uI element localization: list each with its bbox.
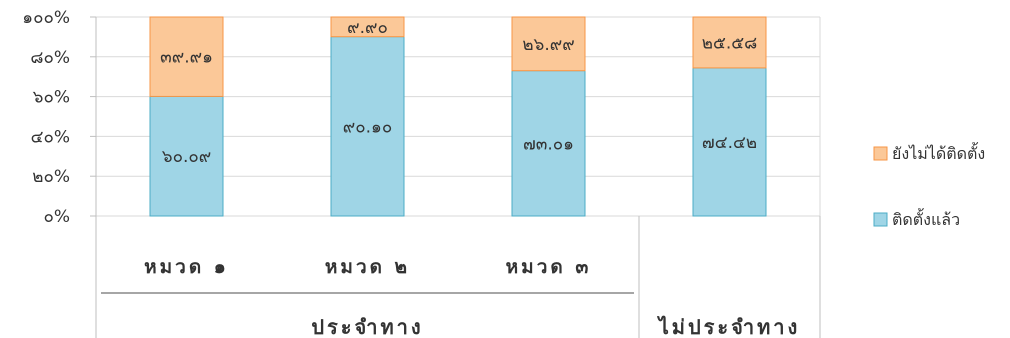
y-tick-label: ๘๐%: [30, 48, 70, 68]
y-tick-label: ๖๐%: [33, 88, 70, 108]
data-label-installed: ๙๐.๑๐: [343, 117, 392, 137]
bar-not-installed: [511, 16, 586, 72]
legend: ยังไม่ได้ติดตั้งติดตั้งแล้ว: [873, 142, 985, 229]
y-axis-ticks: ๐% ๒๐% ๔๐% ๖๐% ๘๐% ๑๐๐%: [22, 8, 70, 227]
bar-installed: [149, 95, 224, 217]
data-label-not-installed: ๓๙.๙๑: [160, 48, 213, 68]
legend-label: ติดตั้งแล้ว: [892, 208, 960, 229]
y-tick-label: ๔๐%: [31, 127, 70, 147]
x-group-label: ไม่ประจำทาง: [657, 315, 801, 338]
legend-label: ยังไม่ได้ติดตั้ง: [892, 142, 985, 163]
x-category-label: หมวด ๒: [325, 256, 410, 278]
x-category-label: หมวด ๓: [506, 256, 592, 278]
bar-installed: [511, 70, 586, 217]
bar-not-installed: [692, 16, 767, 69]
y-tick-label: ๒๐%: [32, 167, 70, 187]
axes: [95, 17, 821, 338]
bar-installed: [330, 36, 405, 217]
bars: [149, 16, 767, 217]
bar-installed: [692, 67, 767, 217]
bar-not-installed: [330, 16, 405, 38]
data-label-not-installed: ๙.๙๐: [347, 18, 388, 38]
data-label-not-installed: ๒๖.๙๙: [522, 35, 574, 55]
data-label-installed: ๗๓.๐๑: [523, 134, 574, 154]
data-label-installed: ๖๐.๐๙: [162, 147, 211, 167]
x-category-label: หมวด ๑: [144, 256, 229, 278]
y-tick-label: ๑๐๐%: [22, 8, 70, 28]
legend-swatch: [873, 212, 888, 227]
data-label-installed: ๗๔.๔๒: [702, 133, 757, 153]
bar-not-installed: [149, 16, 224, 97]
y-tick-label: ๐%: [43, 207, 70, 227]
data-label-not-installed: ๒๕.๕๘: [702, 33, 757, 53]
legend-swatch: [873, 146, 888, 161]
x-group-label: ประจำทาง: [311, 315, 423, 338]
